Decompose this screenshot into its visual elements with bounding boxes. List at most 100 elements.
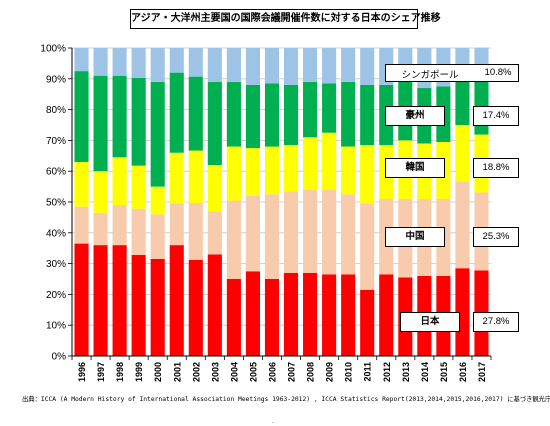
bar-segment	[303, 48, 318, 82]
bar-segment	[150, 48, 165, 82]
bar-segment	[303, 189, 318, 273]
y-tick-label: 30%	[46, 259, 66, 270]
x-tick-label: 2015	[439, 362, 449, 382]
bar-segment	[455, 181, 470, 269]
bar-segment	[283, 84, 299, 146]
y-tick-label: 40%	[46, 228, 66, 239]
y-tick-label: 90%	[46, 74, 66, 85]
bar-segment	[303, 272, 318, 356]
bar-segment	[93, 212, 108, 246]
bar-segment	[264, 83, 280, 147]
x-tick-label: 2002	[191, 362, 201, 382]
bar-segment	[188, 259, 203, 356]
bar-segment	[169, 72, 184, 153]
label-pct-korea: 18.8%	[482, 162, 510, 173]
bar-segment	[360, 48, 375, 85]
bar-segment	[379, 274, 394, 356]
x-tick-label: 1999	[134, 362, 144, 382]
x-tick-label: 2011	[363, 362, 373, 382]
x-tick-label: 2009	[325, 362, 335, 382]
label-name-china: 中国	[405, 231, 425, 242]
bar-segment	[207, 254, 222, 356]
label-box-japan-pct: 27.8%	[473, 312, 519, 332]
x-tick-label: 2000	[153, 362, 163, 382]
bar-segment	[264, 194, 280, 279]
x-tick-label: 1996	[77, 362, 87, 382]
bar-segment	[322, 83, 337, 133]
y-tick-label: 0%	[52, 352, 67, 363]
bar-segment	[112, 245, 127, 356]
bar-segment	[264, 48, 280, 84]
x-tick-label: 2006	[267, 362, 277, 382]
bar-segment	[112, 157, 127, 206]
bar-segment	[112, 205, 127, 246]
bar-segment	[283, 191, 299, 273]
bar-segment	[74, 243, 89, 356]
bar-segment	[226, 48, 241, 82]
bar-segment	[188, 202, 203, 260]
bar-segment	[322, 189, 337, 275]
x-tick-label: 1997	[96, 362, 106, 382]
bar-segment	[322, 48, 337, 84]
bar-segment	[74, 206, 89, 244]
bar-segment	[455, 125, 470, 182]
chart-title: アジア・大洋州主要国の国際会議開催件数に対する日本のシェア推移	[130, 9, 441, 29]
bar-segment	[93, 171, 108, 213]
bar-segment	[283, 48, 299, 85]
bar-segment	[360, 84, 375, 146]
label-pct-singapore: 10.8%	[484, 67, 512, 78]
label-name-australia: 豪州	[405, 110, 425, 121]
x-tick-label: 2014	[420, 362, 430, 382]
bar-segment	[341, 274, 356, 356]
bar-segment	[207, 81, 222, 166]
bar-segment	[283, 272, 299, 356]
bar-segment	[226, 81, 241, 147]
bar-segment	[455, 75, 470, 125]
y-tick-label: 20%	[46, 290, 66, 301]
x-tick-label: 2001	[172, 362, 182, 382]
bar-segment	[188, 150, 203, 203]
bar-segment	[169, 203, 184, 246]
bar-segment	[93, 48, 108, 76]
bar-segment	[245, 84, 260, 149]
x-tick-label: 2008	[306, 362, 316, 382]
label-name-korea: 韓国	[405, 162, 425, 173]
bar-segment	[455, 268, 470, 356]
bar-segment	[303, 137, 318, 190]
bar-segment	[341, 81, 356, 147]
x-tick-label: 2003	[210, 362, 220, 382]
x-tick-label: 2004	[229, 362, 239, 382]
label-box-korea-pct: 18.8%	[473, 158, 519, 178]
bar-segment	[264, 279, 280, 356]
label-name-japan: 日本	[420, 316, 440, 327]
bar-segment	[131, 165, 146, 209]
bar-segment	[131, 77, 146, 166]
y-tick-label: 100%	[40, 44, 66, 55]
y-tick-label: 50%	[46, 198, 66, 209]
label-pct-china: 25.3%	[482, 231, 510, 242]
bar-segment	[169, 245, 184, 356]
y-tick-label: 10%	[46, 321, 66, 332]
x-tick-label: 2016	[458, 362, 468, 382]
bar-segment	[283, 145, 299, 192]
bar-segment	[245, 195, 260, 272]
bar-segment	[226, 146, 241, 201]
bar-segment	[226, 200, 241, 279]
bar-segment	[341, 194, 356, 275]
bar-segment	[226, 279, 241, 356]
y-tick-label: 60%	[46, 167, 66, 178]
bar-segment	[131, 208, 146, 255]
label-box-china-name: 中国	[385, 227, 445, 247]
bar-segment	[74, 161, 89, 207]
bar-segment	[245, 148, 260, 196]
x-tick-label: 2007	[287, 362, 297, 382]
x-tick-label: 2010	[344, 362, 354, 382]
bar-segment	[245, 48, 260, 85]
bar-segment	[341, 48, 356, 82]
label-box-china-pct: 25.3%	[473, 227, 519, 247]
bar-segment	[207, 211, 222, 255]
label-pct-australia: 17.4%	[482, 110, 510, 121]
label-box-korea-name: 韓国	[385, 158, 445, 178]
bar-segment	[322, 132, 337, 190]
bar-segment	[150, 258, 165, 356]
